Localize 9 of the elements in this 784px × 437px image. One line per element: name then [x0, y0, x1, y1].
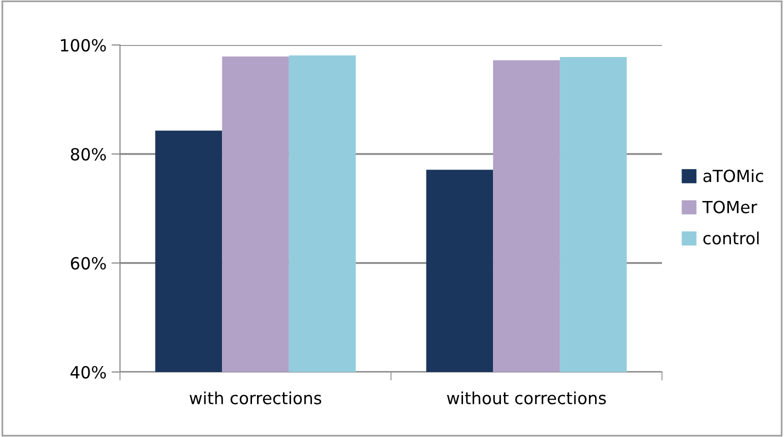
legend-label: aTOMic	[703, 169, 764, 182]
legend-label: control	[703, 232, 759, 244]
y-tick-label: 100%	[60, 38, 106, 52]
legend-label: TOMer	[702, 200, 758, 214]
x-tick-label: with corrections	[190, 391, 322, 404]
y-tick-label: 80%	[70, 148, 106, 161]
y-tick-label: 40%	[70, 366, 106, 379]
x-tick-label: without corrections	[447, 391, 606, 404]
y-tick-label: 60%	[70, 256, 106, 270]
